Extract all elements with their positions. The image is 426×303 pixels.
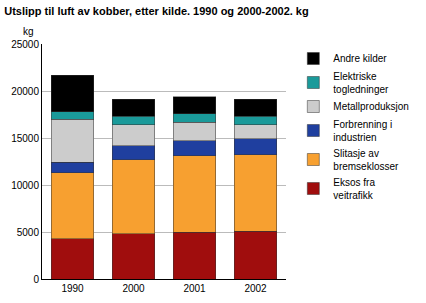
svg-text:Forbrenning iindustrien: Forbrenning iindustrien	[333, 119, 392, 143]
svg-text:1990: 1990	[61, 283, 84, 294]
svg-text:25000: 25000	[11, 39, 39, 50]
svg-text:15000: 15000	[11, 133, 39, 144]
svg-text:2000: 2000	[122, 283, 145, 294]
svg-text:20000: 20000	[11, 86, 39, 97]
svg-text:2001: 2001	[183, 283, 206, 294]
svg-text:Slitasje avbremseklosser: Slitasje avbremseklosser	[333, 148, 399, 172]
svg-text:5000: 5000	[17, 227, 40, 238]
svg-text:Andre kilder: Andre kilder	[333, 53, 387, 64]
svg-text:0: 0	[33, 274, 39, 285]
svg-text:Elektrisketogledninger: Elektrisketogledninger	[333, 71, 389, 95]
svg-text:Utslipp til luft av kobber, et: Utslipp til luft av kobber, etter kilde.…	[4, 5, 308, 17]
svg-text:Metallproduksjon: Metallproduksjon	[333, 101, 409, 112]
svg-text:2002: 2002	[244, 283, 267, 294]
svg-text:10000: 10000	[11, 180, 39, 191]
svg-text:Eksos fraveitrafikk: Eksos fraveitrafikk	[333, 177, 375, 201]
svg-text:kg: kg	[23, 26, 34, 37]
